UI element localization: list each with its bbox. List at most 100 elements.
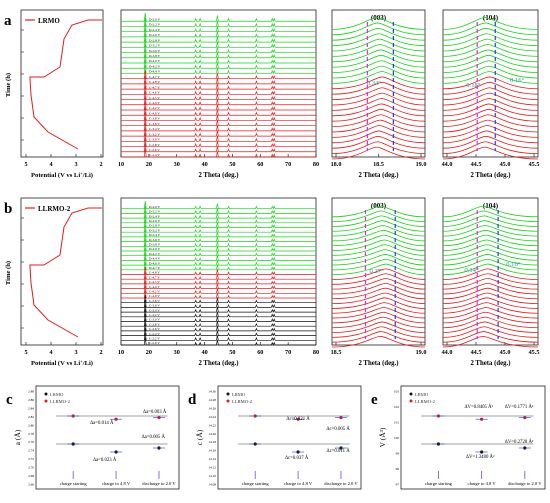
panel-b-xrd-full-scan-line [121,337,316,346]
panel-a-104-curve [442,81,539,95]
panel-b-xrd-full-scan-line [121,266,316,275]
panel-a-003-curve [331,108,426,122]
panel-a-104-curve [442,33,539,46]
panel-a-xrd-full-x-tick-label: 30 [174,161,180,168]
panel-b-003-frame [331,197,426,346]
panel-b-xrd-full-scan-label: C-2.0 V [149,341,160,345]
panel-d-ytick-label: 14.14 [208,457,216,461]
panel-b-xrd-full-scan-label: D-4.6 V [149,261,161,265]
panel-b-104-curve [442,307,539,319]
panel-b-003-curve [331,268,426,280]
panel-a-voltage-x-tick-label: 2 [99,161,102,168]
panel-a-104-x-tick-label: 45.5 [529,161,540,168]
panel-b-xrd-full-scan-line [121,299,316,308]
panel-e-ylabel: V (Å³) [378,427,387,447]
panel-a-003-xlabel: 2 Theta (deg.) [358,172,398,179]
panel-a-003-curve [331,98,426,111]
panel-c-legend-llrmo: LLRMO-2 [50,399,71,404]
panel-c-ytick-label: 2.72 [28,457,34,461]
panel-b-voltage-ylabel: Time (h) [5,261,12,285]
panel-b-104-curve [442,254,539,266]
panel-a-003-curve [331,146,426,160]
panel-b-104-frame [442,197,539,346]
panel-d-annotation: Δc=0.037 Å [285,455,309,461]
panel-b-xrd-full-scan-label: D-2.8 V [149,224,161,228]
panel-b-xrd-full-x-tick-label: 80 [313,349,319,356]
panel-d-ytick-label: 14.10 [208,474,216,478]
panel-d-annotation: Δc=0.021 Å [286,416,310,422]
panel-a-003-curve [331,119,426,133]
panel-e-legend-dot-lrmo [409,392,413,396]
panel-a-voltage-xlabel: Potential (V vs Li+/Li) [31,171,93,179]
panel-e-annotation: ΔV=1.3480 Å³ [466,454,495,460]
panel-d-letter: d [188,392,197,408]
panel-e-ytick-label: 99 [396,452,400,456]
panel-a-104-shift-label: 0.18° [466,82,481,89]
panel-a-104-curve [442,71,539,84]
panel-c-category: discharge to 2.0 V [142,481,176,486]
panel-a-104-x-tick-label: 45.0 [500,161,511,168]
panel-c-letter: c [6,392,13,408]
panel-a-xrd-full-scan-line [121,101,316,111]
panel-b-104-curve [442,287,539,300]
panel-b-xrd-full-scan-line [121,281,316,289]
panel-a-xrd-full-scan-line [121,65,316,74]
panel-a-xrd-full-scan-label: C-3.6 V [149,122,160,126]
panel-b-104-curve [442,220,539,232]
panel-b-voltage-letter: b [4,201,12,217]
panel-c-ytick-label: 2.78 [28,432,34,436]
panel-a-xrd-full-scan-label: C-3.4 V [149,127,160,131]
panel-c-ytick-label: 2.70 [28,466,34,470]
panel-e-legend-llrmo: LLRMO-2 [415,399,436,404]
panel-e-ytick-label: 100 [394,436,399,440]
panel-a-xrd-full-scan-label: C-4.4 V [149,101,160,105]
panel-c-legend-lrmo: LRMO [50,392,64,397]
panel-b-xrd-full-scan-label: C-3.8 V [149,299,160,303]
panel-a-003-curve [331,103,426,117]
panel-a-xrd-full-scan-label: D-4.0 V [149,59,161,63]
panel-c-legend-dot-llrmo [44,399,48,403]
panel-a-003-curve [331,54,426,68]
panel-a-voltage-ylabel: Time (h) [5,73,12,97]
panel-b-xrd-full-scan-label: C-4.8 V [149,271,160,275]
panel-a-104-curve [442,38,539,52]
panel-c-ytick-label: 2.82 [28,415,34,419]
panel-a-104-x-tick-label: 44.5 [471,161,482,168]
panel-a-xrd-full-scan-label: D-2.4 V [149,28,161,32]
panel-b-voltage-legend-label: LLRMO-2 [38,205,71,213]
panel-b-xrd-full-scan-label: D-4.7 V [149,266,161,270]
panel-c-annotation: Δa=0.014 Å [90,420,114,426]
panel-b-xrd-full-x-tick-label: 60 [257,349,263,356]
panel-e-annotation: ΔV=0.1771 Å³ [505,404,534,410]
panel-a-104-curve [442,27,539,41]
panel-a-104-curve [442,114,539,127]
panel-d-category: charge starting [242,481,270,486]
panel-a-xrd-full-scan-label: D-2.6 V [149,33,161,37]
panel-e-ytick-label: 97 [396,483,400,487]
panel-b-xrd-full-scan-line [121,234,316,242]
panel-e-annotation: ΔV=0.8405 Å³ [464,404,493,410]
panel-d-frame [217,385,362,490]
panel-a-voltage-frame [20,9,104,158]
panel-a-xrd-full-scan-label: C-4.8 V [149,80,160,84]
panel-b-104-x-tick-label: 45.0 [500,349,511,356]
panel-b-104-shift-label: 0.16° [506,261,521,268]
panel-b-003-curve [331,254,426,266]
panel-b-xrd-full-scan-label: D-4.2 V [149,252,161,256]
panel-a-104-curve [442,135,539,149]
panel-b-xrd-full-scan-label: D-2.4 V [149,214,161,218]
panel-d-ytick-label: 14.28 [208,398,216,402]
panel-a-xrd-full-scan-label: C-2.6 V [149,148,160,152]
panel-c-ytick-label: 2.86 [28,398,34,402]
panel-a-xrd-full-scan-line [121,12,316,22]
panel-b-003-curve [331,273,426,285]
panel-a-104-curve [442,92,539,106]
panel-a-003-curve [331,125,426,138]
panel-b-003-curve [331,282,426,295]
panel-a-voltage-curve [29,19,102,150]
panel-a-xrd-full-scan-line [121,132,316,142]
panel-b-voltage-xlabel: Potential (V vs Li+/Li) [31,359,93,367]
panel-a-xrd-full-scan-line [121,106,316,116]
panel-b-xrd-full-scan-line [121,243,316,252]
panel-a-xrd-full-scan-label: C-4.7 V [149,85,160,89]
